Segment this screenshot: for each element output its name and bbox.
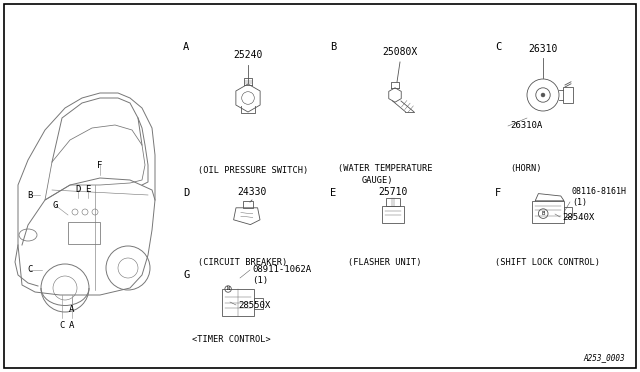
Text: F: F xyxy=(97,160,102,170)
Text: B: B xyxy=(28,190,33,199)
Text: 28540X: 28540X xyxy=(562,214,595,222)
Text: (WATER TEMPERATURE: (WATER TEMPERATURE xyxy=(338,164,433,173)
Circle shape xyxy=(541,93,545,97)
Text: E: E xyxy=(330,188,336,198)
Text: 26310: 26310 xyxy=(528,44,557,54)
Text: 28550X: 28550X xyxy=(238,301,270,311)
Text: <TIMER CONTROL>: <TIMER CONTROL> xyxy=(192,336,271,344)
Text: (SHIFT LOCK CONTROL): (SHIFT LOCK CONTROL) xyxy=(495,257,600,266)
Text: A: A xyxy=(183,42,189,52)
Text: E: E xyxy=(85,186,91,195)
Text: 26310A: 26310A xyxy=(510,122,542,131)
Text: C: C xyxy=(28,266,33,275)
Text: GAUGE): GAUGE) xyxy=(362,176,394,185)
Text: 25240: 25240 xyxy=(234,50,262,60)
Text: (CIRCUIT BREAKER): (CIRCUIT BREAKER) xyxy=(198,257,287,266)
Text: G: G xyxy=(52,201,58,209)
Text: 24330: 24330 xyxy=(237,187,267,197)
Text: (OIL PRESSURE SWITCH): (OIL PRESSURE SWITCH) xyxy=(198,166,308,174)
Text: A: A xyxy=(69,305,75,314)
Text: D: D xyxy=(183,188,189,198)
Text: N: N xyxy=(227,286,230,292)
Text: (1): (1) xyxy=(252,276,268,285)
Text: 08911-1062A: 08911-1062A xyxy=(252,266,311,275)
Text: F: F xyxy=(495,188,501,198)
Text: B: B xyxy=(541,211,545,216)
Text: A: A xyxy=(69,321,75,330)
Text: C: C xyxy=(60,321,65,330)
Text: 25080X: 25080X xyxy=(382,47,418,57)
Text: C: C xyxy=(495,42,501,52)
Text: (FLASHER UNIT): (FLASHER UNIT) xyxy=(348,257,422,266)
Text: B: B xyxy=(330,42,336,52)
Text: (HORN): (HORN) xyxy=(510,164,541,173)
Text: A253_0003: A253_0003 xyxy=(584,353,625,362)
Text: D: D xyxy=(76,186,81,195)
Text: 08116-8161H: 08116-8161H xyxy=(572,187,627,196)
Text: (1): (1) xyxy=(572,198,587,206)
Text: 25710: 25710 xyxy=(378,187,408,197)
Text: G: G xyxy=(183,270,189,280)
